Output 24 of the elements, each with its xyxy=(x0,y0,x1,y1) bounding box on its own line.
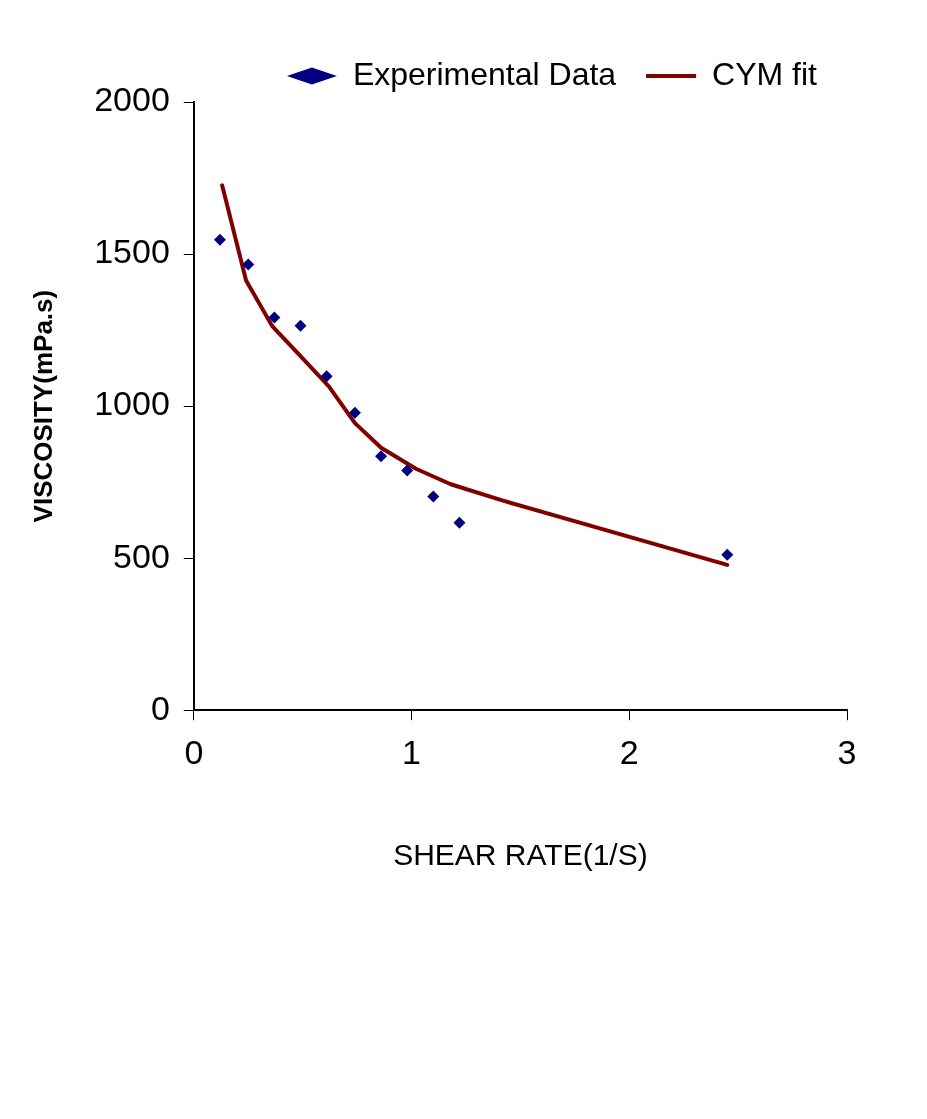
point xyxy=(213,233,226,246)
y-tick-label: 1000 xyxy=(94,384,170,423)
point xyxy=(242,258,255,271)
legend-label: CYM fit xyxy=(712,55,818,92)
y-axis-title: VISCOSITY(mPa.s) xyxy=(27,289,58,523)
point xyxy=(320,370,333,383)
x-tick-label: 1 xyxy=(402,732,422,771)
point xyxy=(348,406,361,419)
point xyxy=(721,548,734,561)
point xyxy=(375,450,388,463)
point xyxy=(401,464,414,477)
y-tick-label: 2000 xyxy=(94,80,170,119)
point xyxy=(294,319,307,332)
point xyxy=(427,490,440,503)
y-tick-label: 1500 xyxy=(94,232,170,271)
x-tick-label: 3 xyxy=(837,732,857,771)
x-axis-title: SHEAR RATE(1/S) xyxy=(393,838,648,872)
point xyxy=(453,516,466,529)
y-tick-label: 500 xyxy=(113,536,170,575)
x-tick-label: 2 xyxy=(619,732,639,771)
y-tick-label: 0 xyxy=(150,688,170,727)
legend-label: Experimental Data xyxy=(352,55,617,92)
point xyxy=(268,311,281,324)
x-tick-label: 0 xyxy=(184,732,204,771)
